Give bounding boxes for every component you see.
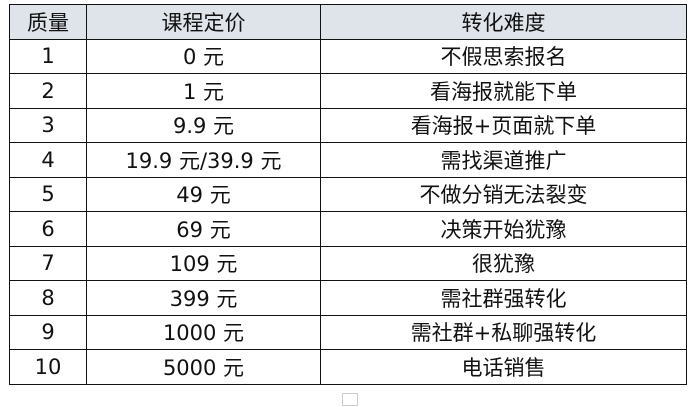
cell-difficulty: 需社群+私聊强转化 bbox=[320, 314, 687, 350]
cell-quality: 1 bbox=[9, 38, 87, 74]
cell-quality: 3 bbox=[9, 107, 87, 143]
cell-price: 109 元 bbox=[86, 245, 321, 281]
cell-price: 19.9 元/39.9 元 bbox=[86, 142, 321, 178]
cell-price: 1 元 bbox=[86, 73, 321, 109]
table-row: 3 9.9 元看海报+页面就下单 bbox=[9, 107, 687, 143]
table-row: 9 1000 元需社群+私聊强转化 bbox=[9, 314, 687, 350]
cell-quality: 8 bbox=[9, 280, 87, 316]
cell-difficulty: 需社群强转化 bbox=[320, 280, 687, 316]
cell-price: 49 元 bbox=[86, 176, 321, 212]
cell-difficulty: 看海报就能下单 bbox=[320, 73, 687, 109]
header-quality: 质量 bbox=[9, 4, 87, 40]
cell-difficulty: 需找渠道推广 bbox=[320, 142, 687, 178]
cell-quality: 4 bbox=[9, 142, 87, 178]
table-row: 6 69 元决策开始犹豫 bbox=[9, 211, 687, 247]
cell-difficulty: 不做分销无法裂变 bbox=[320, 176, 687, 212]
cell-price: 5000 元 bbox=[86, 349, 321, 385]
table-handle-icon bbox=[342, 393, 358, 406]
cell-quality: 5 bbox=[9, 176, 87, 212]
cell-price: 1000 元 bbox=[86, 314, 321, 350]
table-row: 5 49 元不做分销无法裂变 bbox=[9, 176, 687, 212]
cell-difficulty: 决策开始犹豫 bbox=[320, 211, 687, 247]
cell-price: 0 元 bbox=[86, 38, 321, 74]
cell-difficulty: 看海报+页面就下单 bbox=[320, 107, 687, 143]
cell-price: 69 元 bbox=[86, 211, 321, 247]
header-price: 课程定价 bbox=[86, 4, 321, 40]
cell-quality: 7 bbox=[9, 245, 87, 281]
cell-quality: 2 bbox=[9, 73, 87, 109]
table-row: 8 399 元需社群强转化 bbox=[9, 280, 687, 316]
cell-quality: 10 bbox=[9, 349, 87, 385]
cell-quality: 9 bbox=[9, 314, 87, 350]
cell-difficulty: 不假思索报名 bbox=[320, 38, 687, 74]
table-row: 4 19.9 元/39.9 元需找渠道推广 bbox=[9, 142, 687, 178]
cell-quality: 6 bbox=[9, 211, 87, 247]
cell-price: 9.9 元 bbox=[86, 107, 321, 143]
header-row: 质量 课程定价 转化难度 bbox=[9, 4, 687, 40]
table-row: 7 109 元很犹豫 bbox=[9, 245, 687, 281]
cell-price: 399 元 bbox=[86, 280, 321, 316]
cell-difficulty: 电话销售 bbox=[320, 349, 687, 385]
header-difficulty: 转化难度 bbox=[320, 4, 687, 40]
cell-difficulty: 很犹豫 bbox=[320, 245, 687, 281]
table-row: 10 5000 元电话销售 bbox=[9, 349, 687, 385]
